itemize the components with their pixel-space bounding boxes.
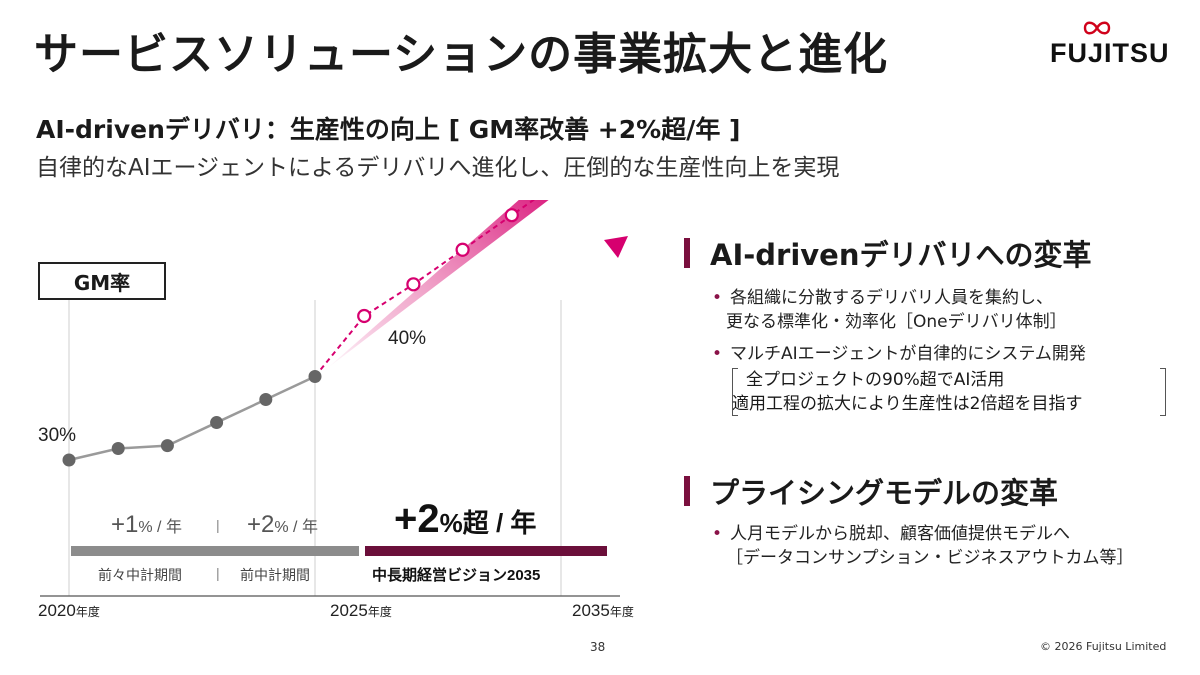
bracket-line: 全プロジェクトの90%超でAI活用 — [746, 370, 1005, 390]
left-bracket — [732, 368, 738, 416]
x-tick-label: 2035年度 — [572, 601, 634, 620]
period-separator: | — [216, 517, 220, 533]
actual-series-line — [68, 375, 316, 462]
infinity-icon — [1083, 21, 1111, 35]
section-heading-text: AI-drivenデリバリへの変革 — [710, 238, 1092, 272]
x-tick-label: 2025年度 — [330, 601, 392, 620]
vision-period-bar — [365, 546, 607, 556]
section-heading-ai-delivery: AI-drivenデリバリへの変革 — [684, 232, 1092, 274]
period-separator: | — [216, 565, 220, 581]
projection-data-point — [455, 242, 470, 257]
period-rate-1: +1% / 年 — [111, 511, 182, 538]
projection-data-point — [357, 308, 372, 324]
projection-arrowhead — [604, 236, 628, 258]
period-label-3: 中長期経営ビジョン2035 — [372, 566, 540, 584]
bullet-multi-agent: • マルチAIエージェントが自律的にシステム開発 — [712, 342, 1086, 366]
bullet-line: 人月モデルから脱却、顧客価値提供モデルへ — [730, 524, 1071, 544]
actual-data-point — [210, 416, 224, 430]
bullet-dot-icon: • — [712, 524, 723, 544]
period-rate-2: +2% / 年 — [247, 511, 318, 538]
y-axis-label: GM率 — [38, 262, 166, 300]
brand-name: FUJITSU — [1050, 38, 1170, 68]
page-subtitle: AI-drivenデリバリ：生産性の向上 [ GM率改善 +2%超/年 ] — [36, 115, 741, 144]
projection-band — [327, 200, 549, 369]
bracket-line: 適用工程の拡大により生産性は2倍超を目指す — [732, 394, 1083, 414]
fujitsu-logo: FUJITSU — [1046, 16, 1169, 76]
bullet-pricing: • 人月モデルから脱却、顧客価値提供モデルへ ［データコンサンプション・ビジネスア… — [712, 522, 1134, 570]
bullet-consolidation: • 各組織に分散するデリバリ人員を集約し、 更なる標準化・効率化［Oneデリバリ体… — [712, 286, 1067, 334]
page-description: 自律的なAIエージェントによるデリバリへ進化し、圧倒的な生産性向上を実現 — [36, 155, 840, 181]
bracket-note: 全プロジェクトの90%超でAI活用 適用工程の拡大により生産性は2倍超を目指す — [732, 368, 1166, 416]
page-title: サービスソリューションの事業拡大と進化 — [34, 29, 889, 80]
section-heading-text: プライシングモデルの変革 — [710, 476, 1059, 510]
data-label-2026: 40% — [388, 328, 426, 349]
heading-accent-bar — [684, 238, 690, 268]
period-label-2: 前中計期間 — [240, 567, 310, 583]
actual-data-point — [111, 441, 125, 455]
period-rate-3: +2%超 / 年 — [394, 497, 536, 541]
period-label-1: 前々中計期間 — [98, 567, 182, 583]
copyright: © 2026 Fujitsu Limited — [1040, 640, 1167, 653]
projection-series-line — [314, 200, 536, 378]
bullet-line: 更なる標準化・効率化［Oneデリバリ体制］ — [726, 312, 1067, 332]
page-number: 38 — [590, 640, 606, 654]
past-period-bar — [71, 546, 359, 556]
actual-data-point — [259, 393, 273, 407]
data-label-start: 30% — [38, 425, 76, 446]
right-bracket — [1160, 368, 1166, 416]
bullet-dot-icon: • — [712, 288, 723, 308]
actual-data-point — [160, 439, 174, 453]
projection-data-point — [504, 208, 519, 223]
bullet-line: 各組織に分散するデリバリ人員を集約し、 — [730, 288, 1054, 308]
actual-data-point — [62, 453, 76, 467]
bullet-line: ［データコンサンプション・ビジネスアウトカム等］ — [726, 548, 1134, 568]
x-tick-label: 2020年度 — [38, 601, 100, 620]
actual-data-point — [308, 369, 322, 383]
heading-accent-bar — [684, 476, 690, 506]
bullet-dot-icon: • — [712, 344, 723, 364]
bullet-line: マルチAIエージェントが自律的にシステム開発 — [730, 344, 1086, 364]
projection-data-point — [406, 277, 421, 292]
section-heading-pricing: プライシングモデルの変革 — [684, 470, 1058, 512]
